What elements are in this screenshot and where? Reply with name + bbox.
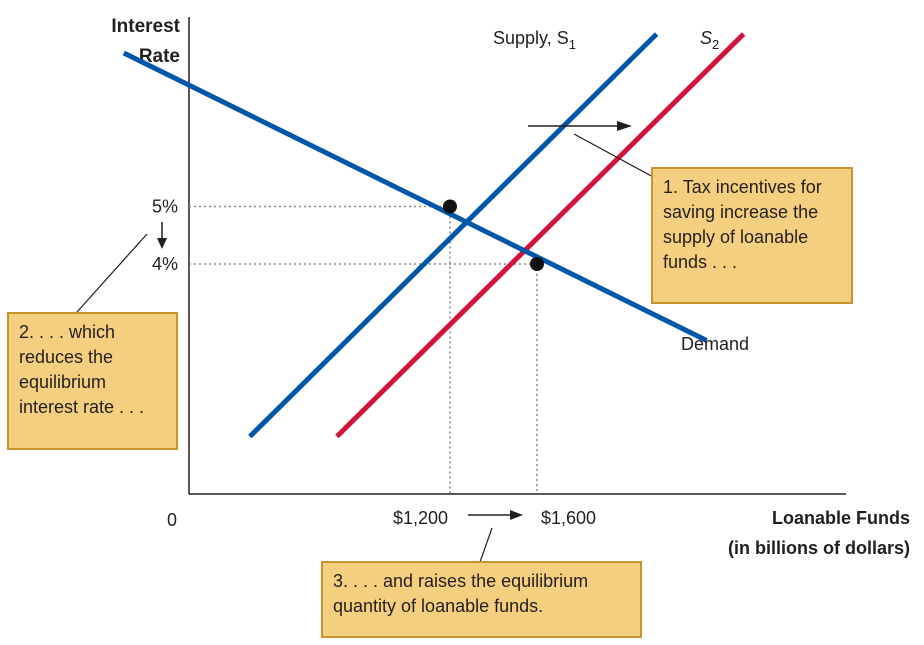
x-tick-1600: $1,600 — [541, 508, 596, 528]
callout-box-rate-reduction: 2. . . . which reduces the equilibrium i… — [7, 312, 178, 450]
callout-leader-1 — [573, 133, 656, 179]
supply-s1-label-subscript: 1 — [569, 37, 576, 52]
y-axis-title-line-2: Rate — [139, 46, 180, 67]
origin-label: 0 — [167, 510, 177, 530]
callout-1-line-1: 1. Tax incentives for — [663, 177, 822, 197]
supply-curve-s1 — [248, 32, 659, 439]
callout-2-line-4: interest rate . . . — [19, 397, 145, 417]
x-tick-1200: $1,200 — [393, 508, 448, 528]
y-tick-5-percent: 5% — [152, 197, 178, 217]
callout-box-supply-increase: 1. Tax incentives for saving increase th… — [651, 167, 853, 304]
callout-1-line-3: supply of loanable — [663, 227, 809, 247]
callout-3-line-1: 3. . . . and raises the equilibrium — [333, 571, 589, 591]
callout-2-line-3: equilibrium — [19, 372, 107, 392]
equilibrium-point-2 — [530, 257, 544, 271]
supply-s2-label-subscript: 2 — [712, 37, 719, 52]
supply-s1-label: Supply, S1 — [493, 28, 576, 52]
demand-label: Demand — [681, 334, 749, 354]
y-axis-title-line-1: Interest — [111, 16, 180, 37]
callout-1-line-4: funds . . . — [663, 252, 738, 272]
callout-2-line-1: 2. . . . which — [19, 322, 116, 342]
demand-curve — [122, 50, 708, 343]
callout-leader-2 — [76, 233, 148, 313]
y-tick-4-percent: 4% — [152, 254, 178, 274]
supply-shift-arrow-head — [617, 121, 632, 131]
callout-3-line-2: quantity of loanable funds. — [333, 596, 544, 616]
callout-box-quantity-increase: 3. . . . and raises the equilibrium quan… — [321, 561, 642, 638]
rate-down-arrow-head — [157, 238, 167, 249]
callout-1-line-2: saving increase the — [663, 202, 819, 222]
x-axis-title-line-2: (in billions of dollars) — [728, 538, 910, 558]
callout-2-line-2: reduces the — [19, 347, 114, 367]
supply-s2-label: S2 — [700, 28, 719, 52]
equilibrium-point-1 — [443, 199, 457, 214]
callout-leader-3 — [479, 527, 493, 563]
supply-s2-label-name: S — [700, 28, 712, 48]
x-axis-title-line-1: Loanable Funds — [772, 508, 910, 528]
supply-s1-label-name: Supply, S — [493, 28, 569, 48]
quantity-right-arrow-head — [510, 510, 523, 520]
supply-curve-s2 — [335, 32, 746, 439]
